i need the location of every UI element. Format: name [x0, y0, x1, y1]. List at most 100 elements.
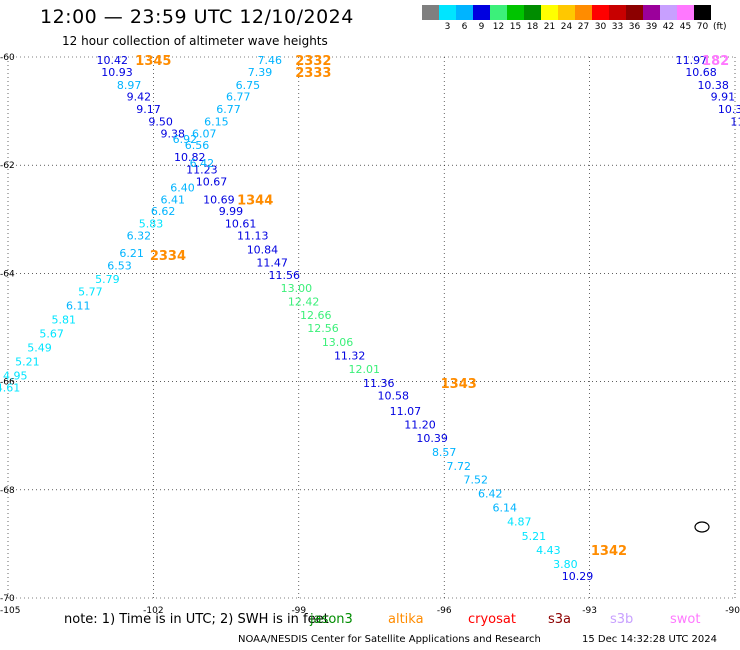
wave-height-label: 9.38 — [161, 127, 186, 140]
color-scale-label: 3 — [444, 22, 451, 32]
color-swatch — [575, 5, 592, 20]
wave-height-label: 11.36 — [363, 377, 395, 390]
color-scale-label: 36 — [628, 22, 641, 32]
x-tick-label: -96 — [437, 606, 452, 616]
note-text: note: 1) Time is in UTC; 2) SWH is in fe… — [64, 612, 329, 627]
color-swatch — [592, 5, 609, 20]
color-scale-label: 21 — [543, 22, 556, 32]
color-scale-label: 12 — [492, 22, 505, 32]
color-scale-labels: 3 6 9 12 15 18 21 24 27 30 33 36 39 42 45 70 (ft) — [422, 22, 727, 32]
wave-height-label: 5.49 — [27, 342, 52, 355]
wave-height-label: 6.11 — [66, 299, 91, 312]
wave-height-label: 10.58 — [378, 390, 410, 403]
y-tick-label: -70 — [0, 594, 15, 604]
wave-height-label: 10.93 — [101, 66, 133, 79]
wave-height-label: 6.77 — [226, 90, 251, 103]
color-swatch — [439, 5, 456, 20]
wave-height-label: 6.42 — [190, 157, 215, 170]
color-swatch — [507, 5, 524, 20]
color-scale-label: 6 — [461, 22, 468, 32]
wave-height-label: 11.56 — [269, 269, 301, 282]
wave-height-label: 8.97 — [117, 79, 142, 92]
wave-height-label: 11 — [730, 115, 740, 128]
pass-number-label: 182 — [702, 54, 729, 69]
wave-height-label: 9.99 — [219, 205, 244, 218]
pass-number-label: 2332 — [295, 54, 331, 69]
color-swatch — [422, 5, 439, 20]
wave-height-label: 10.39 — [416, 432, 448, 445]
pass-number-label: 1345 — [135, 54, 171, 69]
color-swatch — [490, 5, 507, 20]
color-scale-label: 70 — [696, 22, 709, 32]
wave-height-label: 5.67 — [39, 327, 64, 340]
wave-height-label: 6.92 — [173, 133, 198, 146]
x-tick-label: -105 — [0, 606, 20, 616]
color-swatch — [558, 5, 575, 20]
chart-subtitle: 12 hour collection of altimeter wave hei… — [62, 34, 328, 48]
wave-height-label: 11.97 — [676, 54, 708, 67]
chart-title: 12:00 — 23:59 UTC 12/10/2024 — [40, 6, 354, 28]
wave-height-label: 9.91 — [711, 90, 736, 103]
wave-height-label: 4.43 — [536, 544, 561, 557]
color-swatch — [660, 5, 677, 20]
color-swatch — [524, 5, 541, 20]
satellite-legend: jason3 altika cryosat s3a s3b swot — [0, 612, 740, 630]
wave-height-label: 6.75 — [236, 79, 261, 92]
wave-height-label: 5.83 — [139, 218, 164, 231]
wave-height-label: 6.77 — [216, 103, 241, 116]
wave-height-label: 6.21 — [119, 247, 144, 260]
wave-height-label: 10.69 — [203, 193, 235, 206]
wave-height-label: 6.40 — [170, 181, 195, 194]
wave-height-label: 12.42 — [288, 296, 320, 309]
credit-text: NOAA/NESDIS Center for Satellite Applica… — [238, 634, 541, 645]
color-scale-label: 27 — [577, 22, 590, 32]
y-tick-label: -64 — [0, 269, 15, 279]
color-scale-label: 24 — [560, 22, 573, 32]
wave-height-label: 10.61 — [225, 218, 257, 231]
wave-height-label: 11.07 — [390, 405, 422, 418]
wave-height-label: 6.32 — [127, 230, 152, 243]
color-swatch — [694, 5, 711, 20]
wave-height-label: 10.38 — [697, 79, 729, 92]
wave-height-label: 4.95 — [3, 370, 28, 383]
wave-height-label: 7.39 — [248, 66, 273, 79]
wave-height-label: 6.62 — [151, 205, 176, 218]
wave-height-label: 11.20 — [404, 418, 436, 431]
y-tick-label: -66 — [0, 378, 15, 388]
wave-height-label: 7.72 — [446, 460, 471, 473]
y-tick-label: -60 — [0, 53, 15, 63]
wave-height-label: 7.46 — [257, 54, 282, 67]
wave-height-label: 10.68 — [685, 66, 717, 79]
satellite-jason3: jason3 — [310, 612, 353, 627]
color-swatch — [609, 5, 626, 20]
color-scale-label: 39 — [645, 22, 658, 32]
y-tick-label: -68 — [0, 486, 15, 496]
wave-height-label: 9.17 — [136, 103, 161, 116]
color-scale-swatches — [422, 5, 727, 20]
wave-height-label: 4.61 — [0, 382, 20, 395]
x-tick-label: -93 — [582, 606, 597, 616]
y-tick-label: -62 — [0, 161, 15, 171]
wave-height-label: 10.82 — [174, 151, 206, 164]
wave-height-label: 9.42 — [127, 90, 152, 103]
pass-number-label: 1344 — [237, 193, 273, 208]
wave-height-label: 12.66 — [300, 309, 332, 322]
wave-height-label: 12.01 — [348, 363, 380, 376]
wave-height-label: 10.42 — [96, 54, 128, 67]
x-tick-label: -102 — [143, 606, 163, 616]
wave-height-label: 6.42 — [478, 488, 503, 501]
color-scale-label: 15 — [509, 22, 522, 32]
wave-height-label: 13.06 — [322, 336, 354, 349]
color-swatch — [541, 5, 558, 20]
satellite-altika: altika — [388, 612, 424, 627]
pass-number-label: 1343 — [441, 377, 477, 392]
wave-height-label: 6.53 — [107, 259, 132, 272]
wave-height-label: 11.32 — [334, 350, 366, 363]
wave-height-label: 3.80 — [553, 558, 578, 571]
island-outline — [694, 521, 710, 533]
wave-height-label: 11.23 — [186, 164, 218, 177]
wave-height-label: 8.57 — [432, 446, 457, 459]
wave-height-label: 5.77 — [78, 285, 103, 298]
wave-height-label: 10.67 — [196, 175, 228, 188]
